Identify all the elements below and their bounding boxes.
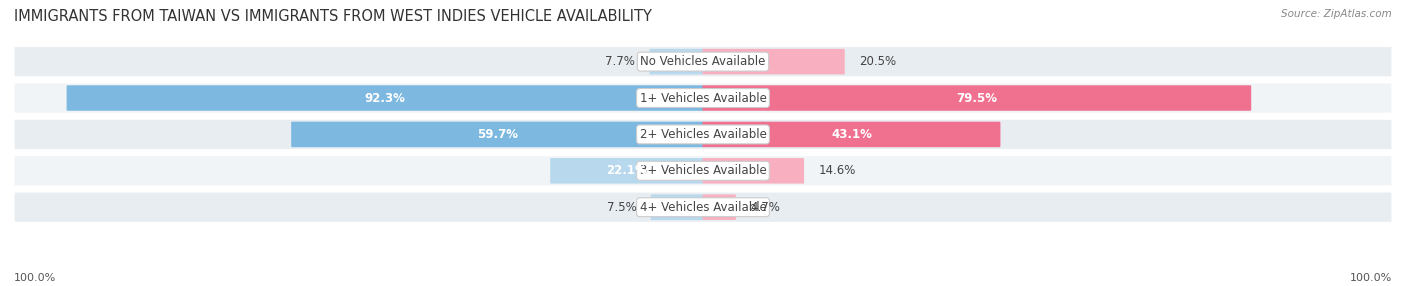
Text: 59.7%: 59.7% <box>477 128 517 141</box>
Text: IMMIGRANTS FROM TAIWAN VS IMMIGRANTS FROM WEST INDIES VEHICLE AVAILABILITY: IMMIGRANTS FROM TAIWAN VS IMMIGRANTS FRO… <box>14 9 652 23</box>
Text: 100.0%: 100.0% <box>14 273 56 283</box>
Text: 14.6%: 14.6% <box>818 164 856 177</box>
Text: 7.7%: 7.7% <box>605 55 636 68</box>
Text: 100.0%: 100.0% <box>1350 273 1392 283</box>
Text: Source: ZipAtlas.com: Source: ZipAtlas.com <box>1281 9 1392 19</box>
Text: 20.5%: 20.5% <box>859 55 897 68</box>
FancyBboxPatch shape <box>703 194 735 220</box>
FancyBboxPatch shape <box>703 85 1251 111</box>
FancyBboxPatch shape <box>14 119 1392 150</box>
Text: 4.7%: 4.7% <box>751 201 780 214</box>
Text: 22.1%: 22.1% <box>606 164 647 177</box>
Legend: Immigrants from Taiwan, Immigrants from West Indies: Immigrants from Taiwan, Immigrants from … <box>512 282 894 286</box>
Text: 79.5%: 79.5% <box>956 92 997 104</box>
FancyBboxPatch shape <box>703 49 845 74</box>
Text: 43.1%: 43.1% <box>831 128 872 141</box>
Text: 92.3%: 92.3% <box>364 92 405 104</box>
Text: 4+ Vehicles Available: 4+ Vehicles Available <box>640 201 766 214</box>
FancyBboxPatch shape <box>650 49 703 74</box>
FancyBboxPatch shape <box>66 85 703 111</box>
FancyBboxPatch shape <box>14 46 1392 77</box>
FancyBboxPatch shape <box>14 155 1392 186</box>
Text: 1+ Vehicles Available: 1+ Vehicles Available <box>640 92 766 104</box>
FancyBboxPatch shape <box>651 194 703 220</box>
Text: 7.5%: 7.5% <box>606 201 637 214</box>
Text: No Vehicles Available: No Vehicles Available <box>640 55 766 68</box>
FancyBboxPatch shape <box>550 158 703 184</box>
FancyBboxPatch shape <box>14 192 1392 223</box>
FancyBboxPatch shape <box>14 82 1392 114</box>
Text: 2+ Vehicles Available: 2+ Vehicles Available <box>640 128 766 141</box>
FancyBboxPatch shape <box>703 122 1001 147</box>
Text: 3+ Vehicles Available: 3+ Vehicles Available <box>640 164 766 177</box>
FancyBboxPatch shape <box>703 158 804 184</box>
FancyBboxPatch shape <box>291 122 703 147</box>
